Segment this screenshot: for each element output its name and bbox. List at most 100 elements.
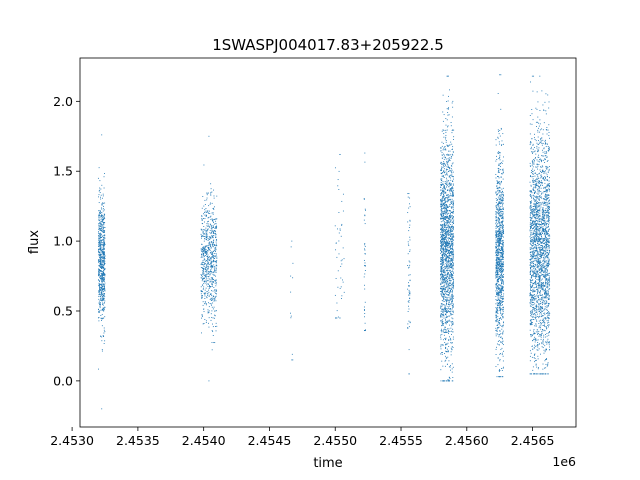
- data-point: [444, 217, 446, 219]
- data-point: [548, 219, 549, 221]
- data-point: [447, 342, 449, 344]
- data-point: [450, 219, 452, 221]
- data-point: [340, 260, 342, 262]
- data-point: [440, 315, 441, 317]
- data-point: [448, 307, 449, 309]
- data-point: [502, 301, 504, 302]
- data-point: [450, 274, 452, 275]
- data-point: [452, 246, 454, 248]
- data-point: [452, 261, 453, 263]
- data-point: [534, 270, 536, 272]
- data-point: [450, 258, 452, 260]
- data-point: [447, 252, 449, 254]
- data-point: [451, 363, 453, 365]
- data-point: [448, 315, 450, 317]
- data-point: [539, 335, 541, 337]
- data-point: [440, 239, 442, 241]
- data-point: [440, 334, 442, 336]
- data-point: [536, 196, 538, 198]
- data-point: [444, 272, 446, 274]
- data-point: [341, 223, 343, 225]
- data-point: [210, 277, 212, 279]
- data-point: [212, 271, 214, 273]
- data-point: [409, 220, 411, 222]
- data-point: [100, 279, 102, 281]
- data-point: [104, 213, 106, 215]
- data-point: [501, 194, 503, 196]
- data-point: [537, 291, 539, 293]
- data-point: [448, 218, 450, 219]
- data-point: [446, 197, 448, 199]
- data-point: [443, 171, 445, 173]
- data-point: [98, 302, 100, 304]
- data-point: [495, 308, 497, 310]
- data-point: [497, 267, 499, 269]
- data-point: [444, 227, 446, 229]
- data-point: [202, 259, 204, 261]
- data-point: [496, 290, 498, 292]
- data-point: [102, 224, 104, 225]
- data-point: [446, 251, 447, 252]
- data-point: [502, 316, 504, 318]
- data-point: [444, 326, 446, 328]
- data-point: [100, 286, 102, 288]
- data-point: [497, 318, 498, 320]
- data-point: [448, 189, 450, 191]
- data-point: [452, 272, 454, 274]
- data-point: [211, 244, 213, 246]
- data-point: [452, 178, 454, 180]
- data-point: [446, 119, 448, 121]
- data-point: [497, 267, 499, 269]
- data-point: [103, 222, 104, 224]
- data-point: [209, 203, 211, 205]
- data-point: [442, 296, 443, 298]
- data-point: [440, 240, 441, 242]
- data-point: [215, 249, 217, 251]
- data-point: [98, 232, 99, 234]
- data-point: [495, 250, 497, 251]
- data-point: [496, 292, 498, 294]
- data-point: [215, 330, 217, 332]
- data-point: [100, 257, 102, 259]
- data-point: [495, 268, 497, 270]
- data-point: [203, 248, 205, 250]
- data-point: [501, 347, 503, 349]
- data-point: [501, 280, 503, 281]
- data-point: [98, 290, 100, 292]
- data-point: [451, 293, 453, 295]
- data-point: [498, 243, 499, 245]
- data-point: [451, 323, 453, 325]
- data-point: [532, 255, 534, 257]
- data-point: [102, 336, 104, 337]
- data-point: [444, 245, 446, 247]
- data-point: [499, 195, 501, 197]
- data-point: [496, 263, 498, 265]
- data-point: [409, 297, 411, 299]
- data-point: [442, 241, 444, 243]
- data-point: [440, 291, 442, 293]
- data-point: [444, 287, 446, 289]
- data-point: [211, 220, 213, 221]
- data-point: [498, 241, 500, 243]
- data-point: [442, 308, 444, 310]
- data-point: [214, 245, 216, 246]
- data-point: [203, 217, 204, 219]
- data-point: [447, 299, 449, 301]
- data-point: [442, 210, 444, 212]
- data-point: [535, 140, 537, 142]
- data-point: [534, 229, 536, 231]
- data-point: [103, 216, 105, 218]
- data-point: [500, 128, 502, 130]
- data-point: [100, 270, 102, 272]
- data-point: [204, 263, 206, 265]
- data-point: [98, 272, 100, 274]
- data-point: [444, 163, 446, 165]
- data-point: [502, 197, 504, 199]
- data-point: [204, 247, 206, 248]
- data-point: [441, 214, 443, 216]
- data-point: [499, 306, 500, 308]
- data-point: [102, 295, 104, 297]
- data-point: [445, 236, 447, 238]
- data-point: [450, 212, 452, 214]
- data-point: [536, 366, 538, 368]
